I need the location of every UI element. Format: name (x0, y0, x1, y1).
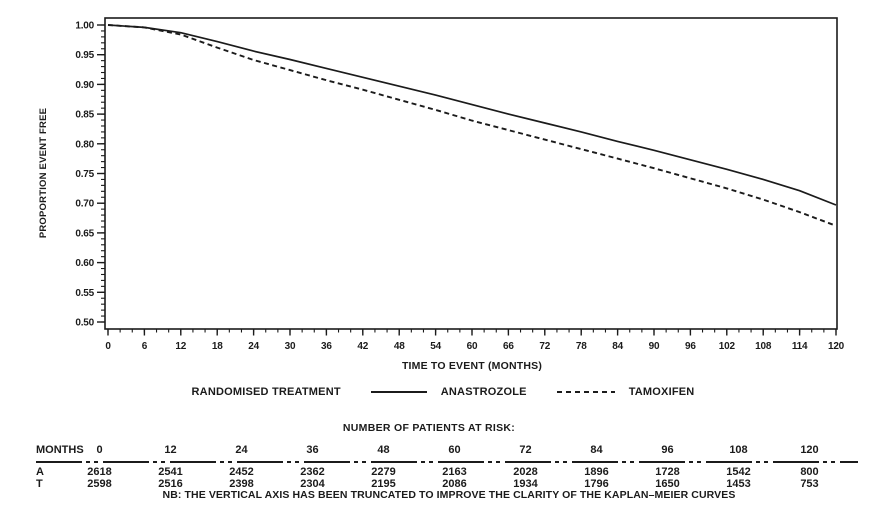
risk-cell: 800 (800, 466, 819, 478)
y-tick-label: 0.95 (75, 50, 94, 61)
x-tick-label: 0 (105, 341, 111, 352)
y-tick-label: 0.65 (75, 228, 94, 239)
risk-cell: 1542 (726, 466, 751, 478)
patients-at-risk-table: MONTHS 0 12 24 36 48 60 72 84 96 108 120 A 2618 2541 24… (36, 444, 858, 491)
risk-cell: 1650 (655, 478, 680, 490)
legend-item-tamoxifen: TAMOXIFEN (556, 386, 695, 398)
risk-cell: 96 (661, 444, 674, 456)
legend-item-anastrozole: ANASTROZOLE (370, 386, 527, 398)
risk-row-months: MONTHS 0 12 24 36 48 60 72 84 96 108 120 (36, 444, 845, 457)
risk-row-label: T (36, 478, 43, 490)
risk-cell: 0 (96, 444, 103, 456)
x-tick-label: 12 (175, 341, 186, 352)
risk-cell: 36 (306, 444, 319, 456)
x-tick-label: 6 (142, 341, 148, 352)
risk-cell: 48 (377, 444, 390, 456)
y-tick-label: 0.50 (75, 318, 94, 329)
risk-cell: 1796 (584, 478, 609, 490)
legend-title: RANDOMISED TREATMENT (191, 386, 341, 398)
risk-row-a: A 2618 2541 2452 2362 2279 2163 2028 1896 1728 154… (36, 466, 845, 479)
risk-cell: 60 (448, 444, 461, 456)
x-tick-label: 30 (285, 341, 296, 352)
y-tick-label: 0.70 (75, 199, 94, 210)
risk-cell: 84 (590, 444, 603, 456)
y-tick-label: 0.80 (75, 139, 94, 150)
x-tick-label: 54 (430, 341, 441, 352)
risk-cell: 72 (519, 444, 532, 456)
x-tick-label: 102 (719, 341, 736, 352)
curve-tamoxifen (107, 24, 837, 227)
y-tick-label: 1.00 (75, 21, 94, 32)
risk-cell: 2541 (158, 466, 183, 478)
risk-row-label: MONTHS (36, 444, 84, 456)
risk-cell: 2086 (442, 478, 467, 490)
km-survival-chart: 1.00 0.95 0.90 0.85 0.80 0.75 0.70 0.65 0.60 0.55… (38, 17, 845, 372)
risk-row-label: A (36, 466, 44, 478)
x-tick-label: 66 (503, 341, 514, 352)
risk-cell: 12 (164, 444, 177, 456)
legend: RANDOMISED TREATMENT ANASTROZOLE TAMOXIF… (0, 384, 886, 400)
legend-label-anastrozole: ANASTROZOLE (440, 386, 527, 398)
risk-cell: 2598 (87, 478, 112, 490)
y-tick-label: 0.90 (75, 80, 94, 91)
x-tick-label: 108 (755, 341, 772, 352)
x-tick-label: 24 (248, 341, 259, 352)
risk-cell: 1896 (584, 466, 609, 478)
risk-cell: 1453 (726, 478, 751, 490)
risk-cell: 120 (800, 444, 819, 456)
risk-cell: 2618 (87, 466, 112, 478)
risk-cell: 2452 (229, 466, 254, 478)
risk-cell: 108 (729, 444, 748, 456)
x-tick-label: 18 (212, 341, 223, 352)
plot-frame (104, 17, 838, 330)
risk-table-divider (36, 461, 858, 463)
risk-row-t: T 2598 2516 2398 2304 2195 2086 1934 1796 1650 145… (36, 478, 845, 491)
footnote: NB: THE VERTICAL AXIS HAS BEEN TRUNCATED… (162, 489, 736, 501)
x-tick-label: 84 (612, 341, 623, 352)
risk-cell: 2195 (371, 478, 396, 490)
y-tick-label: 0.85 (75, 110, 94, 121)
legend-label-tamoxifen: TAMOXIFEN (628, 386, 695, 398)
risk-cell: 2279 (371, 466, 396, 478)
x-tick-label: 60 (467, 341, 478, 352)
x-tick-label: 42 (357, 341, 368, 352)
risk-cell: 2028 (513, 466, 538, 478)
risk-cell: 2163 (442, 466, 467, 478)
x-tick-label: 72 (539, 341, 550, 352)
x-axis-title: TIME TO EVENT (MONTHS) (402, 360, 542, 372)
risk-cell: 753 (800, 478, 819, 490)
x-tick-label: 36 (321, 341, 332, 352)
x-tick-label: 78 (576, 341, 587, 352)
risk-cell: 1934 (513, 478, 538, 490)
dashed-line-sample-icon (556, 390, 615, 394)
risk-cell: 2516 (158, 478, 183, 490)
risk-cell: 1728 (655, 466, 680, 478)
solid-line-sample-icon (370, 391, 427, 393)
x-tick-label: 120 (828, 341, 845, 352)
risk-cell: 2362 (300, 466, 325, 478)
curve-anastrozole (107, 24, 837, 206)
y-axis-title: PROPORTION EVENT FREE (38, 108, 49, 238)
risk-cell: 2398 (229, 478, 254, 490)
y-tick-label: 0.55 (75, 288, 94, 299)
risk-cell: 2304 (300, 478, 325, 490)
x-tick-label: 90 (649, 341, 660, 352)
x-tick-label: 114 (792, 341, 808, 352)
x-tick-label: 48 (394, 341, 405, 352)
risk-cell: 24 (235, 444, 248, 456)
patients-at-risk-heading: NUMBER OF PATIENTS AT RISK: (342, 422, 516, 434)
y-tick-label: 0.60 (75, 258, 94, 269)
x-tick-label: 96 (685, 341, 696, 352)
y-tick-label: 0.75 (75, 169, 94, 180)
